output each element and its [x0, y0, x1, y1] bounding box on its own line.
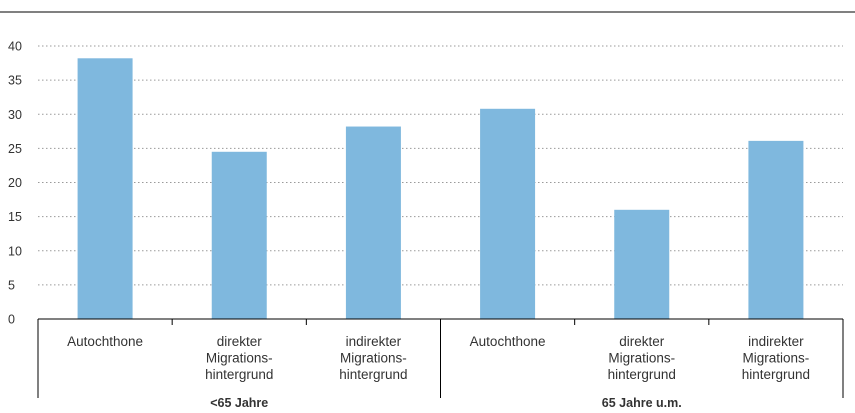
y-tick-label: 35: [8, 74, 22, 88]
bar: [345, 126, 401, 319]
bar: [614, 209, 670, 319]
category-label: indirekter Migrations-hintergrund: [742, 334, 810, 382]
y-tick-label: 25: [8, 142, 22, 156]
y-tick-label: 15: [8, 210, 22, 224]
bar: [748, 140, 804, 319]
category-label: indirekter Migrations-hintergrund: [339, 334, 407, 382]
category-label: Autochthone: [470, 334, 546, 349]
y-tick-label: 30: [8, 108, 22, 122]
y-tick-label: 20: [8, 176, 22, 190]
bar: [480, 108, 536, 319]
y-tick-label: 40: [8, 40, 22, 54]
group-label: <65 Jahre: [210, 396, 268, 410]
category-label: direkter Migrations-hintergrund: [205, 334, 273, 382]
group-label: 65 Jahre u.m.: [602, 396, 682, 410]
y-tick-label: 10: [8, 244, 22, 258]
bar: [77, 58, 133, 319]
y-tick-label: 0: [8, 313, 15, 327]
category-label: direkter Migrations-hintergrund: [608, 334, 676, 382]
y-tick-label: 5: [8, 278, 15, 292]
category-label: Autochthone: [67, 334, 143, 349]
bar: [211, 151, 267, 319]
